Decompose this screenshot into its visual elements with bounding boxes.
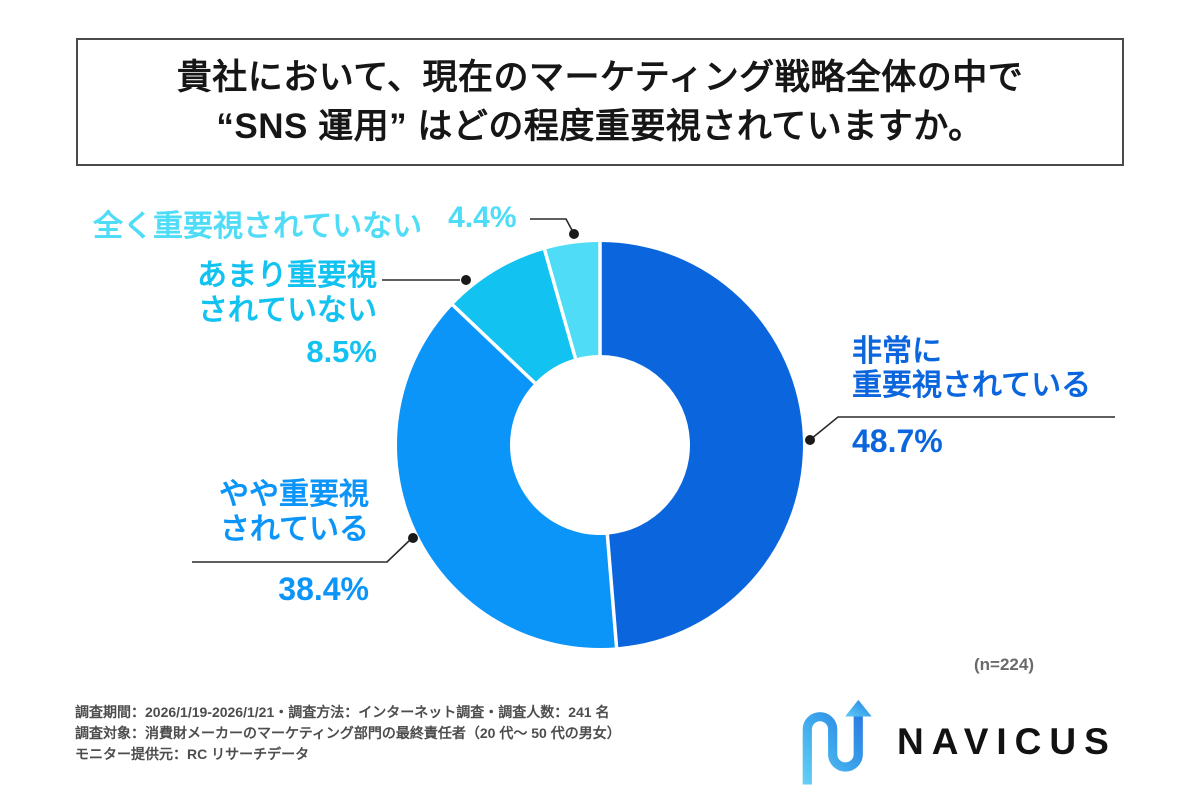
- callout-label-line2: されていない: [197, 294, 377, 327]
- callout-not-very-important: あまり重要視 されていない 8.5%: [197, 258, 377, 369]
- leader-line: [192, 538, 412, 563]
- callout-label-line2: 重要視されている: [852, 369, 1092, 402]
- callout-very-important: 非常に 重要視されている 48.7%: [852, 335, 1091, 458]
- leader-dot: [569, 229, 579, 239]
- callout-somewhat-important: やや重要視 されている 38.4%: [219, 477, 369, 607]
- callout-label-line1: やや重要視: [219, 478, 369, 511]
- callout-percent: 38.4%: [278, 571, 369, 607]
- footnote-line2: 調査対象：消費財メーカーのマーケティング部門の最終責任者（20 代～ 50 代の…: [75, 725, 621, 741]
- callout-label-line2: されている: [219, 513, 369, 546]
- navicus-logo-icon: [802, 699, 872, 785]
- donut-segment: [600, 242, 803, 648]
- callout-percent: 4.4%: [448, 201, 517, 234]
- leader-line: [530, 218, 574, 233]
- leader-dot: [805, 435, 815, 445]
- navicus-wordmark: NAVICUS: [897, 721, 1117, 762]
- footnote-line3: モニター提供元：RC リサーチデータ: [75, 746, 310, 762]
- question-title-box: 貴社において、現在のマーケティング戦略全体の中で “SNS 運用” はどの程度重…: [76, 38, 1124, 166]
- leader-dot: [408, 533, 418, 543]
- callout-label-line1: あまり重要視: [197, 259, 377, 292]
- callout-percent: 48.7%: [852, 423, 943, 459]
- donut-segment: [397, 305, 617, 648]
- sample-size-label: (n=224): [974, 655, 1034, 674]
- segment-separator: [450, 302, 541, 389]
- callout-not-important-at-all: 全く重要視されていない 4.4%: [93, 201, 517, 245]
- question-title-line2: “SNS 運用” はどの程度重要視されていますか。: [216, 107, 984, 146]
- leader-dot: [461, 275, 471, 285]
- segment-separator: [605, 528, 619, 650]
- segment-separator: [542, 247, 579, 365]
- donut-segment: [452, 249, 576, 383]
- callout-label-line1: 非常に: [852, 335, 942, 368]
- survey-footnote: 調査期間：2026/1/19-2026/1/21・調査方法：インターネット調査・…: [75, 702, 621, 765]
- question-title-line1: 貴社において、現在のマーケティング戦略全体の中で: [176, 58, 1024, 97]
- leader-line: [810, 416, 1115, 440]
- footnote-line1: 調査期間：2026/1/19-2026/1/21・調査方法：インターネット調査・…: [75, 704, 610, 720]
- donut-segment: [544, 242, 600, 359]
- callout-percent: 8.5%: [306, 334, 377, 369]
- callout-label: 全く重要視されていない: [93, 210, 423, 243]
